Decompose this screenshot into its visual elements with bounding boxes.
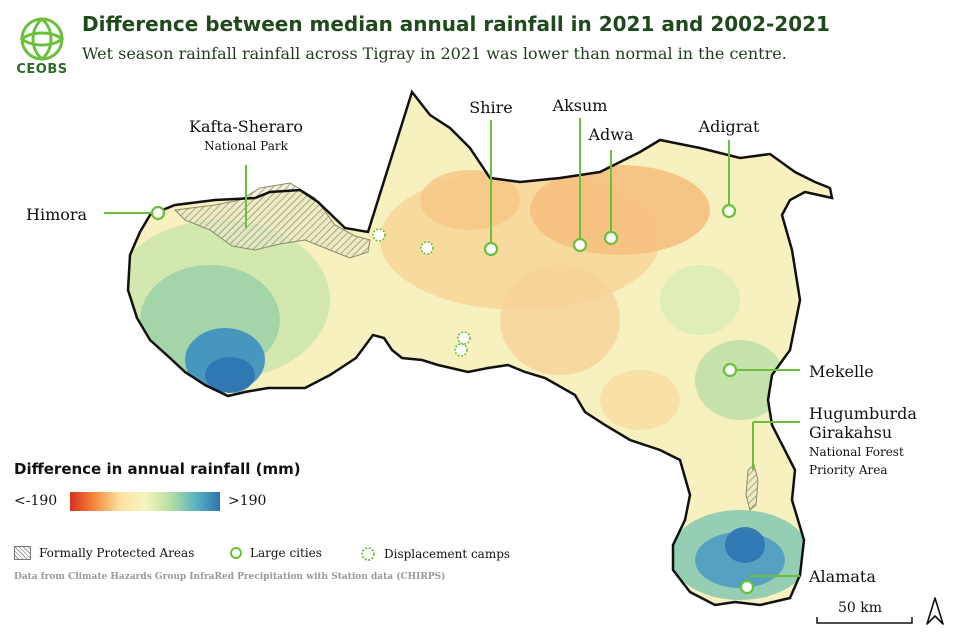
scale-bar-label: 50 km [838,600,883,616]
leader-lines [104,118,800,577]
scale-bar [816,617,913,624]
city-aksum [572,237,588,253]
label-kafta-line2: National Park [204,139,289,153]
legend-max-label: >190 [228,493,267,509]
key-protected-label: Formally Protected Areas [39,546,195,560]
legend-min-label: <-190 [14,493,58,509]
map-subtitle: Wet season rainfall rainfall across Tigr… [82,44,787,63]
map-title: Difference between median annual rainfal… [82,12,830,36]
data-source: Data from Climate Hazards Group InfraRed… [14,572,446,582]
camp-icon [361,547,375,561]
city-himora [150,205,166,221]
city-shire [483,241,499,257]
logo-text: CEOBS [16,62,68,77]
label-hugu-line2: Girakahsu [809,423,892,442]
kafta-sheraro-park-area [173,182,371,259]
key-camps-label: Displacement camps [384,547,511,561]
label-kafta-line1: Kafta-Sheraro [189,117,303,136]
cities [150,203,755,595]
key-large-cities: Large cities [230,546,322,560]
key-protected-areas: Formally Protected Areas [14,546,194,560]
label-mekelle: Mekelle [809,362,874,381]
legend-color-ramp [70,492,220,511]
rainfall-field [128,92,832,605]
label-shire: Shire [469,98,513,117]
label-hugu-line4: Priority Area [809,463,888,477]
city-alamata [739,579,755,595]
label-himora: Himora [26,205,88,224]
city-circle-icon [230,547,242,559]
legend-title: Difference in annual rainfall (mm) [14,460,301,478]
city-adwa [603,230,619,246]
hugumburda-forest-area [745,464,759,511]
north-arrow-icon [926,597,944,625]
label-hugu-line1: Hugumburda [809,404,917,423]
label-adigrat: Adigrat [698,117,760,136]
label-aksum: Aksum [552,96,608,115]
city-adigrat [721,203,737,219]
city-mekelle [722,362,738,378]
key-cities-label: Large cities [250,546,322,560]
ceobs-logo [19,17,65,61]
displacement-camps [372,228,471,357]
key-displacement-camps: Displacement camps [360,546,510,562]
label-hugu-line3: National Forest [809,445,904,459]
label-alamata: Alamata [808,567,876,586]
label-adwa: Adwa [587,125,633,144]
hatch-swatch-icon [14,546,31,560]
